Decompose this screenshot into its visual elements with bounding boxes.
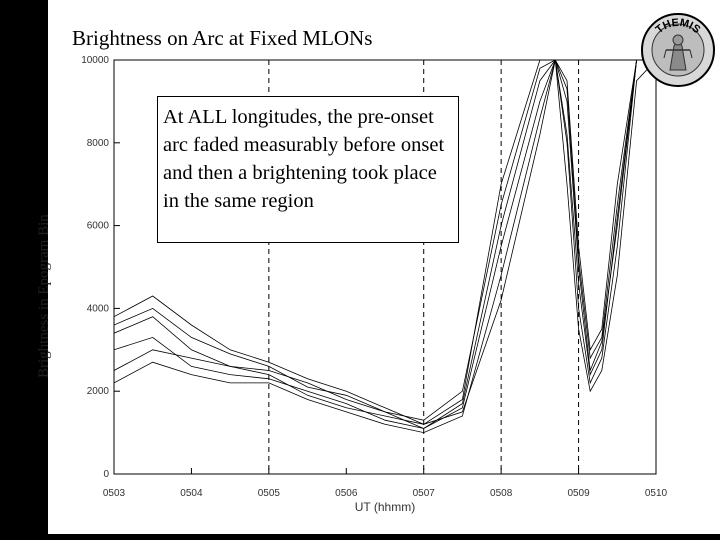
annotation-callout: At ALL longitudes, the pre-onset arc fad… — [157, 96, 459, 243]
y-tick-label: 6000 — [87, 221, 110, 232]
chart-title: Brightness on Arc at Fixed MLONs — [72, 26, 373, 50]
x-tick-label: 0505 — [258, 488, 281, 499]
themis-logo-icon: THEMIS — [641, 13, 715, 87]
x-tick-label: 0509 — [567, 488, 590, 499]
series-line-6 — [114, 60, 656, 429]
slide-panel — [48, 0, 720, 534]
series-line-4 — [114, 60, 656, 425]
axis-ticks: 0503 0504 0505 0506 0507 0508 0509 0510 0 2000 400… — [81, 55, 667, 499]
y-axis-label: Brightness in Epogram Bin — [36, 214, 52, 378]
x-tick-label: 0503 — [103, 488, 126, 499]
plot-frame — [113, 59, 657, 475]
series-lines — [114, 60, 656, 434]
y-tick-label: 8000 — [87, 138, 110, 149]
x-axis-label: UT (hhmm) — [355, 500, 415, 514]
y-tick-label: 0 — [103, 469, 109, 480]
x-tick-label: 0508 — [490, 488, 513, 499]
series-line-1 — [114, 60, 656, 421]
series-line-3 — [114, 60, 656, 425]
y-tick-label: 10000 — [81, 55, 109, 66]
x-tick-label: 0506 — [335, 488, 358, 499]
y-tick-label: 4000 — [87, 303, 110, 314]
x-tick-label: 0507 — [413, 488, 436, 499]
y-tick-label: 2000 — [87, 386, 110, 397]
series-line-2 — [114, 60, 656, 429]
series-line-5 — [114, 60, 656, 434]
x-tick-label: 0510 — [645, 488, 668, 499]
x-tick-label: 0504 — [180, 488, 203, 499]
